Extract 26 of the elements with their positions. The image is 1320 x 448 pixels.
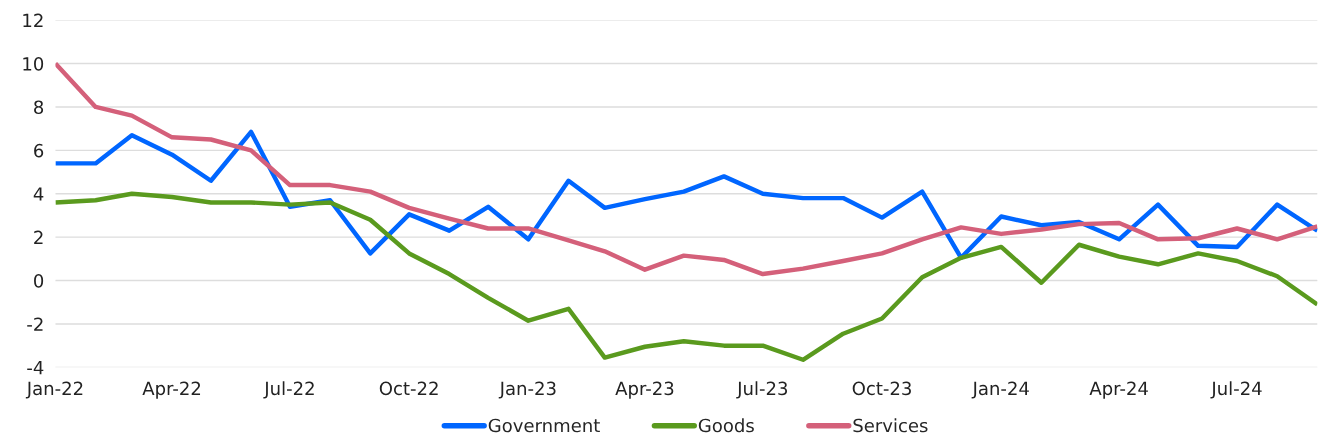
y-tick-label: 12 bbox=[23, 13, 43, 28]
y-tick-label: 0 bbox=[34, 274, 44, 288]
x-tick-label: Jan-24 bbox=[971, 381, 1029, 399]
y-tick-label: -2 bbox=[27, 317, 43, 331]
line-series bbox=[55, 129, 1318, 260]
x-tick-label: Jul-23 bbox=[736, 381, 788, 399]
line-series bbox=[55, 61, 1318, 277]
x-tick-label: Jul-22 bbox=[263, 381, 314, 399]
x-tick-label: Apr-24 bbox=[1089, 381, 1148, 399]
x-tick-label: Apr-22 bbox=[142, 381, 201, 399]
y-tick-label: 4 bbox=[33, 187, 44, 201]
line-series bbox=[55, 191, 1318, 362]
x-tick-label: Oct-23 bbox=[852, 381, 911, 396]
x-tick-label: Jan-22 bbox=[25, 381, 83, 399]
y-tick-label: 2 bbox=[34, 230, 43, 245]
legend-label: Goods bbox=[698, 418, 754, 433]
y-tick-label: 8 bbox=[34, 100, 44, 115]
legend-label: Government bbox=[488, 418, 600, 433]
x-tick-label: Jan-23 bbox=[498, 381, 556, 399]
x-tick-label: Jul-24 bbox=[1210, 381, 1262, 399]
x-tick-label: Apr-23 bbox=[615, 381, 674, 399]
y-tick-label: 6 bbox=[34, 143, 44, 158]
y-tick-label: -4 bbox=[27, 361, 44, 375]
legend-label: Services bbox=[853, 418, 928, 433]
y-tick-label: 10 bbox=[23, 57, 44, 71]
x-tick-label: Oct-22 bbox=[379, 381, 438, 396]
